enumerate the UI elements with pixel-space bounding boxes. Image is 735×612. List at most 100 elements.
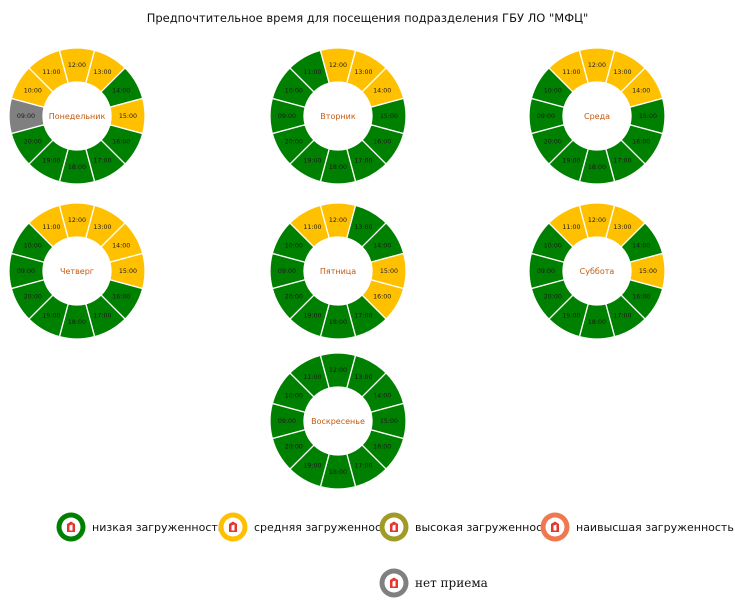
slot-label: 19:00 (42, 312, 60, 319)
slot-label: 14:00 (373, 88, 391, 95)
slot-label: 09:00 (537, 113, 555, 120)
slot-label: 16:00 (632, 294, 650, 301)
slot-label: 12:00 (68, 62, 86, 69)
donut-chart-monday: 09:00 10:00 11:00 12:00 13:00 14:00 15:00 16:00… (8, 47, 146, 185)
legend-item-medium: средняя загруженность (218, 512, 394, 542)
slot-label: 14:00 (112, 243, 130, 250)
day-label: Суббота (580, 267, 615, 276)
slot-label: 11:00 (303, 69, 321, 76)
slot-label: 18:00 (329, 469, 347, 476)
slot-label: 11:00 (562, 224, 580, 231)
slot-label: 11:00 (562, 69, 580, 76)
highest-load-icon (540, 512, 570, 542)
slot-label: 11:00 (303, 224, 321, 231)
slot-label: 18:00 (588, 319, 606, 326)
slot-label: 16:00 (373, 444, 391, 451)
day-label: Четверг (60, 267, 94, 276)
charts-area: 09:00 10:00 11:00 12:00 13:00 14:00 15:00 16:00… (8, 47, 666, 490)
slot-label: 16:00 (112, 294, 130, 301)
slot-label: 17:00 (354, 462, 372, 469)
slot-label: 18:00 (68, 164, 86, 171)
low-load-icon (56, 512, 86, 542)
donut-chart-wednesday: 09:00 10:00 11:00 12:00 13:00 14:00 15:00 16:00… (528, 47, 666, 185)
slot-label: 12:00 (68, 217, 86, 224)
slot-label: 20:00 (544, 139, 562, 146)
slot-label: 20:00 (285, 294, 303, 301)
slot-label: 13:00 (613, 224, 631, 231)
slot-label: 15:00 (380, 268, 398, 275)
slot-label: 17:00 (354, 157, 372, 164)
slot-label: 18:00 (68, 319, 86, 326)
slot-label: 20:00 (24, 294, 42, 301)
slot-label: 14:00 (373, 393, 391, 400)
slot-label: 16:00 (632, 139, 650, 146)
slot-label: 12:00 (329, 217, 347, 224)
slot-label: 12:00 (329, 367, 347, 374)
page-title: Предпочтительное время для посещения под… (146, 11, 589, 25)
day-label: Понедельник (49, 112, 106, 121)
slot-label: 10:00 (544, 88, 562, 95)
slot-label: 16:00 (373, 294, 391, 301)
slot-sunday-2000 (271, 429, 315, 471)
slot-label: 11:00 (42, 69, 60, 76)
slot-label: 10:00 (285, 393, 303, 400)
slot-label: 20:00 (544, 294, 562, 301)
slot-label: 18:00 (329, 319, 347, 326)
slot-label: 09:00 (278, 418, 296, 425)
legend-item-highest: наивысшая загруженность (540, 512, 734, 542)
slot-label: 10:00 (24, 88, 42, 95)
slot-label: 19:00 (42, 157, 60, 164)
slot-label: 18:00 (588, 164, 606, 171)
medium-load-icon (218, 512, 248, 542)
slot-label: 13:00 (93, 69, 111, 76)
slot-label: 12:00 (588, 62, 606, 69)
slot-label: 15:00 (119, 268, 137, 275)
slot-tuesday-2000 (271, 124, 315, 166)
slot-label: 13:00 (613, 69, 631, 76)
slot-label: 19:00 (303, 462, 321, 469)
slot-friday-2000 (271, 279, 315, 321)
slot-label: 20:00 (285, 444, 303, 451)
slot-label: 15:00 (639, 268, 657, 275)
slot-label: 09:00 (17, 113, 35, 120)
day-label: Воскресенье (311, 417, 365, 426)
slot-label: 19:00 (562, 312, 580, 319)
slot-label: 15:00 (380, 418, 398, 425)
slot-label: 19:00 (303, 312, 321, 319)
donut-chart-thursday: 09:00 10:00 11:00 12:00 13:00 14:00 15:00 16:00… (8, 202, 146, 340)
slot-label: 17:00 (613, 312, 631, 319)
slot-label: 17:00 (93, 312, 111, 319)
slot-label: 09:00 (17, 268, 35, 275)
slot-monday-2000 (10, 124, 54, 166)
donut-chart-saturday: 09:00 10:00 11:00 12:00 13:00 14:00 15:00 16:00… (528, 202, 666, 340)
day-label: Среда (584, 112, 610, 121)
slot-label: 13:00 (354, 69, 372, 76)
slot-label: 12:00 (329, 62, 347, 69)
donut-chart-tuesday: 09:00 10:00 11:00 12:00 13:00 14:00 15:00 16:00… (269, 47, 407, 185)
slot-label: 09:00 (278, 268, 296, 275)
legend-item-closed: нет приема (379, 568, 488, 598)
slot-label: 13:00 (93, 224, 111, 231)
slot-label: 14:00 (373, 243, 391, 250)
slot-wednesday-2000 (530, 124, 574, 166)
high-load-icon (379, 512, 409, 542)
slot-label: 15:00 (119, 113, 137, 120)
slot-label: 13:00 (354, 374, 372, 381)
slot-label: 20:00 (285, 139, 303, 146)
slot-label: 17:00 (354, 312, 372, 319)
slot-label: 10:00 (24, 243, 42, 250)
day-label: Пятница (320, 267, 356, 276)
closed-icon (379, 568, 409, 598)
slot-label: 10:00 (544, 243, 562, 250)
day-label: Вторник (320, 112, 356, 121)
slot-label: 16:00 (112, 139, 130, 146)
legend-label-medium: средняя загруженность (254, 520, 394, 534)
slot-thursday-2000 (10, 279, 54, 321)
slot-label: 09:00 (278, 113, 296, 120)
slot-label: 14:00 (112, 88, 130, 95)
donut-chart-sunday: 09:00 10:00 11:00 12:00 13:00 14:00 15:00 16:00… (269, 352, 407, 490)
slot-label: 15:00 (380, 113, 398, 120)
slot-label: 17:00 (613, 157, 631, 164)
slot-label: 12:00 (588, 217, 606, 224)
slot-label: 10:00 (285, 243, 303, 250)
